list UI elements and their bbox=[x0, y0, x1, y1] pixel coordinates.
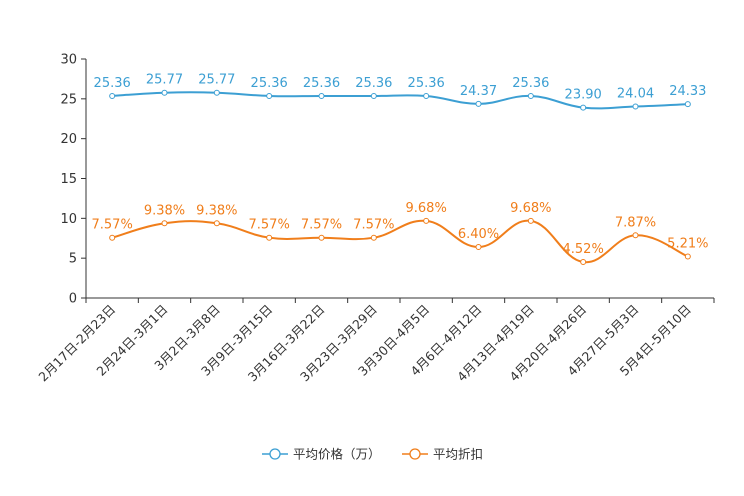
data-label: 24.33 bbox=[669, 84, 706, 99]
data-label: 24.04 bbox=[617, 86, 654, 101]
y-tick-label: 0 bbox=[69, 292, 77, 307]
data-point bbox=[580, 104, 587, 111]
data-label: 25.77 bbox=[146, 73, 183, 88]
data-point bbox=[475, 244, 482, 251]
data-point bbox=[423, 217, 430, 224]
data-label: 9.38% bbox=[144, 203, 185, 218]
data-label: 7.57% bbox=[353, 218, 394, 233]
y-tick-label: 5 bbox=[69, 252, 77, 267]
data-label: 7.57% bbox=[92, 218, 133, 233]
series-points bbox=[109, 89, 691, 265]
data-point bbox=[475, 100, 482, 107]
y-tick-label: 15 bbox=[60, 172, 77, 187]
data-label: 7.57% bbox=[301, 218, 342, 233]
data-label: 7.57% bbox=[249, 218, 290, 233]
legend-item-2: 平均折扣 bbox=[402, 447, 483, 462]
y-tick-label: 20 bbox=[60, 132, 77, 147]
legend-item-1: 平均价格（万） bbox=[262, 447, 381, 462]
data-label: 25.36 bbox=[94, 76, 131, 91]
data-label: 25.36 bbox=[355, 76, 392, 91]
data-label: 9.68% bbox=[406, 201, 447, 216]
data-point bbox=[109, 92, 116, 99]
data-point bbox=[213, 220, 220, 227]
data-label: 25.77 bbox=[198, 73, 235, 88]
legend-label: 平均折扣 bbox=[433, 447, 483, 462]
data-point bbox=[213, 89, 220, 96]
data-label: 9.38% bbox=[196, 203, 237, 218]
data-point bbox=[527, 217, 534, 224]
data-point bbox=[266, 92, 273, 99]
y-tick-label: 25 bbox=[60, 92, 77, 107]
data-label: 9.68% bbox=[510, 201, 551, 216]
data-label: 6.40% bbox=[458, 227, 499, 242]
data-point bbox=[684, 101, 691, 108]
y-tick-label: 10 bbox=[60, 212, 77, 227]
data-label: 5.21% bbox=[667, 236, 708, 251]
data-label: 4.52% bbox=[563, 242, 604, 257]
data-point bbox=[580, 258, 587, 265]
data-label: 7.87% bbox=[615, 215, 656, 230]
data-point bbox=[632, 232, 639, 239]
data-label: 23.90 bbox=[565, 88, 602, 103]
data-labels: 25.36 25.77 25.77 25.36 25.36 25.36 25.36 24.37… bbox=[92, 73, 709, 257]
legend: 平均价格（万） 平均折扣 bbox=[262, 447, 483, 462]
data-point bbox=[318, 234, 325, 241]
data-label: 24.37 bbox=[460, 84, 497, 99]
data-point bbox=[161, 220, 168, 227]
data-point bbox=[684, 253, 691, 260]
data-point bbox=[370, 92, 377, 99]
data-label: 25.36 bbox=[408, 76, 445, 91]
data-label: 25.36 bbox=[303, 76, 340, 91]
legend-label: 平均价格（万） bbox=[293, 447, 381, 462]
data-point bbox=[632, 103, 639, 110]
data-point bbox=[527, 92, 534, 99]
data-point bbox=[318, 92, 325, 99]
y-tick-label: 30 bbox=[60, 53, 77, 68]
legend-marker bbox=[409, 448, 421, 460]
series-lines bbox=[111, 91, 689, 263]
series-line-1 bbox=[112, 91, 688, 110]
data-point bbox=[161, 89, 168, 96]
data-point bbox=[266, 234, 273, 241]
legend-marker bbox=[269, 448, 281, 460]
data-label: 25.36 bbox=[512, 76, 549, 91]
data-label: 25.36 bbox=[251, 76, 288, 91]
data-point bbox=[109, 234, 116, 241]
data-point bbox=[423, 92, 430, 99]
data-point bbox=[370, 234, 377, 241]
